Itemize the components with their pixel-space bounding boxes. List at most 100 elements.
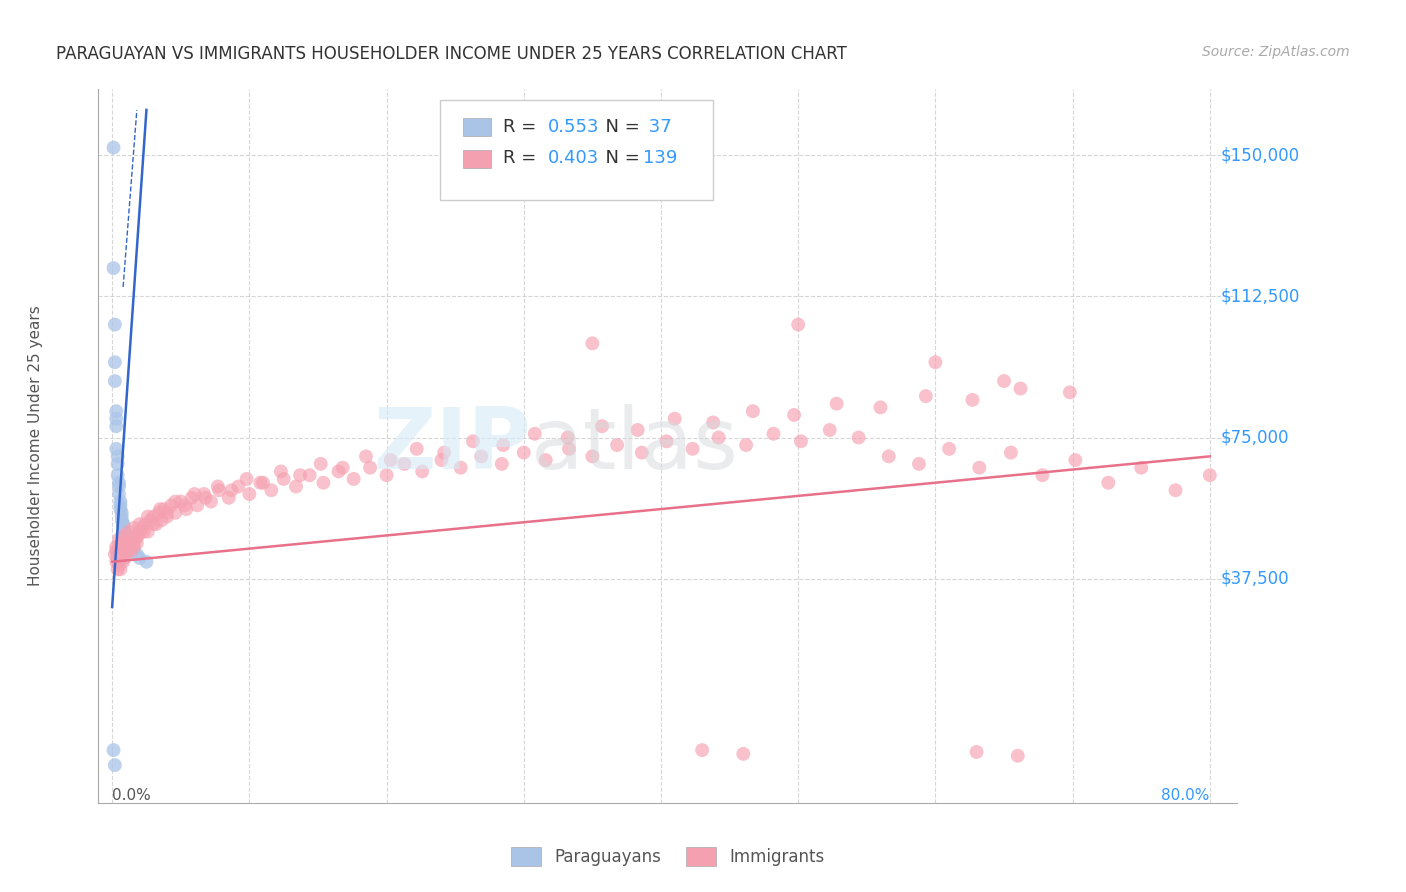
Point [173, 498, 195, 512]
Point [194, 491, 217, 505]
Point [1010, 382, 1032, 396]
Point [111, 506, 134, 520]
Point [193, 487, 215, 501]
Point [461, 434, 484, 449]
Point [492, 438, 515, 452]
Point [450, 460, 472, 475]
Point [107, 468, 129, 483]
Point [110, 502, 132, 516]
Point [343, 472, 366, 486]
Point [1059, 385, 1081, 400]
Point [108, 475, 131, 490]
Point [733, 747, 755, 761]
Point [131, 521, 153, 535]
Point [115, 532, 138, 546]
Point [183, 487, 205, 501]
Point [180, 491, 202, 505]
Text: PARAGUAYAN VS IMMIGRANTS HOUSEHOLDER INCOME UNDER 25 YEARS CORRELATION CHART: PARAGUAYAN VS IMMIGRANTS HOUSEHOLDER INC… [56, 45, 846, 62]
Point [165, 494, 187, 508]
Point [558, 442, 581, 456]
Point [121, 536, 143, 550]
Point [111, 547, 134, 561]
Point [150, 513, 173, 527]
Point [869, 401, 891, 415]
Point [120, 543, 142, 558]
Point [1007, 748, 1029, 763]
Point [111, 509, 134, 524]
Point [557, 431, 579, 445]
Point [111, 513, 134, 527]
Point [186, 498, 208, 512]
Text: 139: 139 [643, 150, 678, 168]
Point [627, 423, 650, 437]
Bar [463, 150, 491, 168]
Point [924, 355, 946, 369]
Point [312, 475, 335, 490]
Text: Householder Income Under 25 years: Householder Income Under 25 years [28, 306, 44, 586]
Point [115, 547, 138, 561]
Point [105, 555, 128, 569]
Point [110, 551, 132, 566]
Point [111, 536, 134, 550]
Point [702, 416, 724, 430]
Point [1031, 468, 1053, 483]
Point [136, 509, 159, 524]
Point [104, 355, 127, 369]
Point [707, 431, 730, 445]
Point [114, 524, 136, 539]
Point [112, 521, 135, 535]
Point [115, 536, 138, 550]
Point [127, 528, 149, 542]
Point [108, 479, 131, 493]
Point [111, 536, 134, 550]
Point [375, 468, 398, 483]
Point [124, 532, 146, 546]
Point [125, 528, 148, 542]
Point [114, 528, 136, 542]
Point [108, 540, 131, 554]
Point [288, 468, 311, 483]
Point [606, 438, 628, 452]
Point [208, 483, 231, 498]
Text: atlas: atlas [531, 404, 740, 488]
Point [534, 453, 557, 467]
Point [122, 540, 145, 554]
Point [114, 540, 136, 554]
Point [108, 558, 131, 573]
Point [966, 745, 988, 759]
Point [962, 392, 984, 407]
Point [112, 555, 135, 569]
Point [260, 483, 283, 498]
Point [103, 743, 125, 757]
Point [470, 450, 492, 464]
Point [513, 445, 536, 459]
Text: $150,000: $150,000 [1220, 146, 1301, 164]
Point [1000, 445, 1022, 459]
Point [877, 450, 900, 464]
Point [285, 479, 308, 493]
Bar [463, 118, 491, 136]
Point [104, 374, 127, 388]
Point [153, 502, 176, 516]
Point [818, 423, 841, 437]
Point [134, 517, 156, 532]
Point [735, 438, 758, 452]
Point [112, 543, 135, 558]
Point [139, 513, 162, 527]
Point [115, 532, 138, 546]
Point [107, 562, 129, 576]
Point [174, 502, 197, 516]
Point [1164, 483, 1187, 498]
Point [107, 547, 129, 561]
Point [790, 434, 813, 449]
Point [228, 479, 250, 493]
Point [135, 555, 157, 569]
Point [110, 498, 132, 512]
Point [218, 491, 240, 505]
Point [128, 524, 150, 539]
Point [115, 528, 138, 542]
Point [115, 543, 138, 558]
Point [128, 551, 150, 566]
Point [221, 483, 243, 498]
Point [121, 543, 143, 558]
